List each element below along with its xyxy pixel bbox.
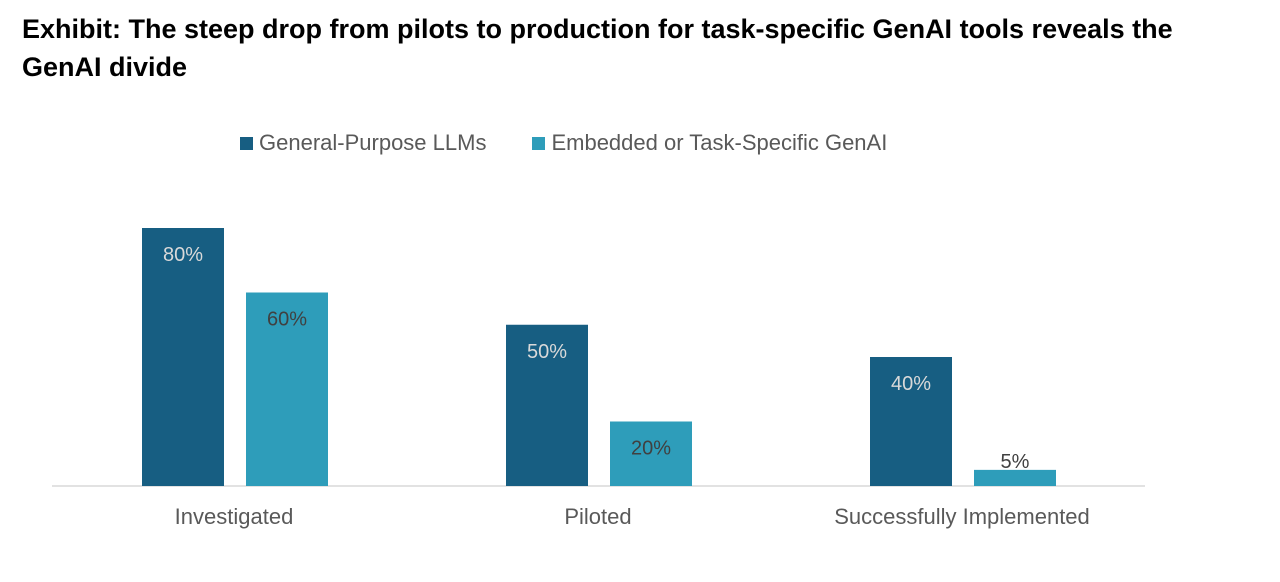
category-label-1: Piloted: [564, 504, 631, 529]
category-label-0: Investigated: [175, 504, 294, 529]
data-label-general-purpose-0: 80%: [163, 244, 203, 266]
legend-label-task-specific: Embedded or Task-Specific GenAI: [551, 130, 888, 155]
bar-general-purpose-2: [870, 357, 952, 486]
data-label-task-specific-2: 5%: [1001, 451, 1030, 473]
bar-task-specific-0: [246, 292, 328, 486]
legend: General-Purpose LLMs Embedded or Task-Sp…: [240, 128, 933, 158]
category-label-2: Successfully Implemented: [834, 504, 1090, 529]
data-label-task-specific-0: 60%: [267, 309, 307, 331]
legend-swatch-task-specific: [532, 136, 546, 150]
bar-task-specific-2: [974, 469, 1056, 486]
legend-swatch-general-purpose: [240, 136, 253, 150]
bar-general-purpose-0: [142, 228, 224, 486]
data-label-general-purpose-2: 40%: [891, 373, 931, 395]
chart-title: Exhibit: The steep drop from pilots to p…: [22, 14, 1173, 82]
bar-task-specific-1: [610, 421, 692, 486]
legend-item-general-purpose: General-Purpose LLMs: [240, 130, 486, 156]
data-label-task-specific-1: 20%: [631, 438, 671, 460]
bar-general-purpose-1: [506, 324, 588, 486]
legend-label-general-purpose: General-Purpose LLMs: [259, 130, 487, 155]
legend-item-task-specific: Embedded or Task-Specific GenAI: [532, 130, 887, 156]
data-label-general-purpose-1: 50%: [527, 341, 567, 363]
